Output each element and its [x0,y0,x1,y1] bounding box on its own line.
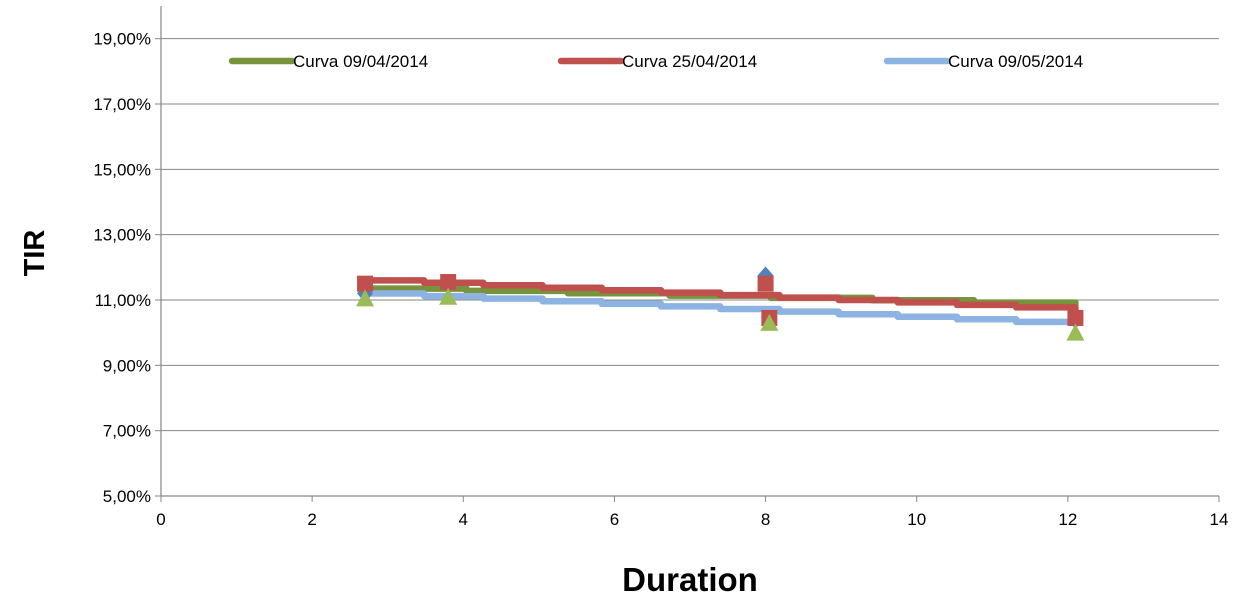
x-tick-label-7: 14 [1210,510,1229,529]
x-tick-label-1: 2 [307,510,316,529]
y-tick-label-4: 13,00% [93,226,151,245]
x-axis-title: Duration [622,561,758,597]
square-marker-4 [1067,309,1084,326]
y-tick-label-3: 11,00% [95,291,151,310]
y-tick-label-0: 5,00% [103,487,151,506]
series-line-2 [361,290,1079,328]
data-markers [356,266,1085,341]
x-tick-label-4: 8 [761,510,770,529]
triangle-marker-0 [356,289,375,307]
series-line-1 [361,277,1079,314]
series-lines [361,277,1079,328]
legend-label-1: Curva 25/04/2014 [622,52,757,71]
y-tick-label-5: 15,00% [93,160,151,179]
x-tick-label-3: 6 [610,510,619,529]
y-tick-label-6: 17,00% [93,95,151,114]
square-marker-2 [757,275,774,292]
y-tick-label-7: 19,00% [93,30,151,49]
triangle-marker-3 [1066,323,1085,341]
x-tick-label-6: 12 [1058,510,1077,529]
x-tick-label-0: 0 [156,510,165,529]
x-tick-label-5: 10 [907,510,926,529]
y-axis-title: TIR [19,230,51,277]
legend: Curva 09/04/2014 Curva 25/04/2014 Curva 09… [228,52,1083,71]
x-tick-label-2: 4 [459,510,468,529]
legend-label-0: Curva 09/04/2014 [293,52,428,71]
y-tick-label-2: 9,00% [103,356,151,375]
tick-labels: 5,00% 7,00% 9,00% 11,00% 13,00% 15,00% 17,00% 1… [93,30,1228,529]
triangle-marker-1 [439,287,458,305]
square-marker-0 [357,275,374,292]
square-marker-1 [440,274,457,291]
axes [155,6,1220,502]
gridlines [161,38,1219,432]
triangle-marker-2 [760,313,779,331]
y-tick-label-1: 7,00% [103,422,151,441]
legend-label-2: Curva 09/05/2014 [948,52,1083,71]
